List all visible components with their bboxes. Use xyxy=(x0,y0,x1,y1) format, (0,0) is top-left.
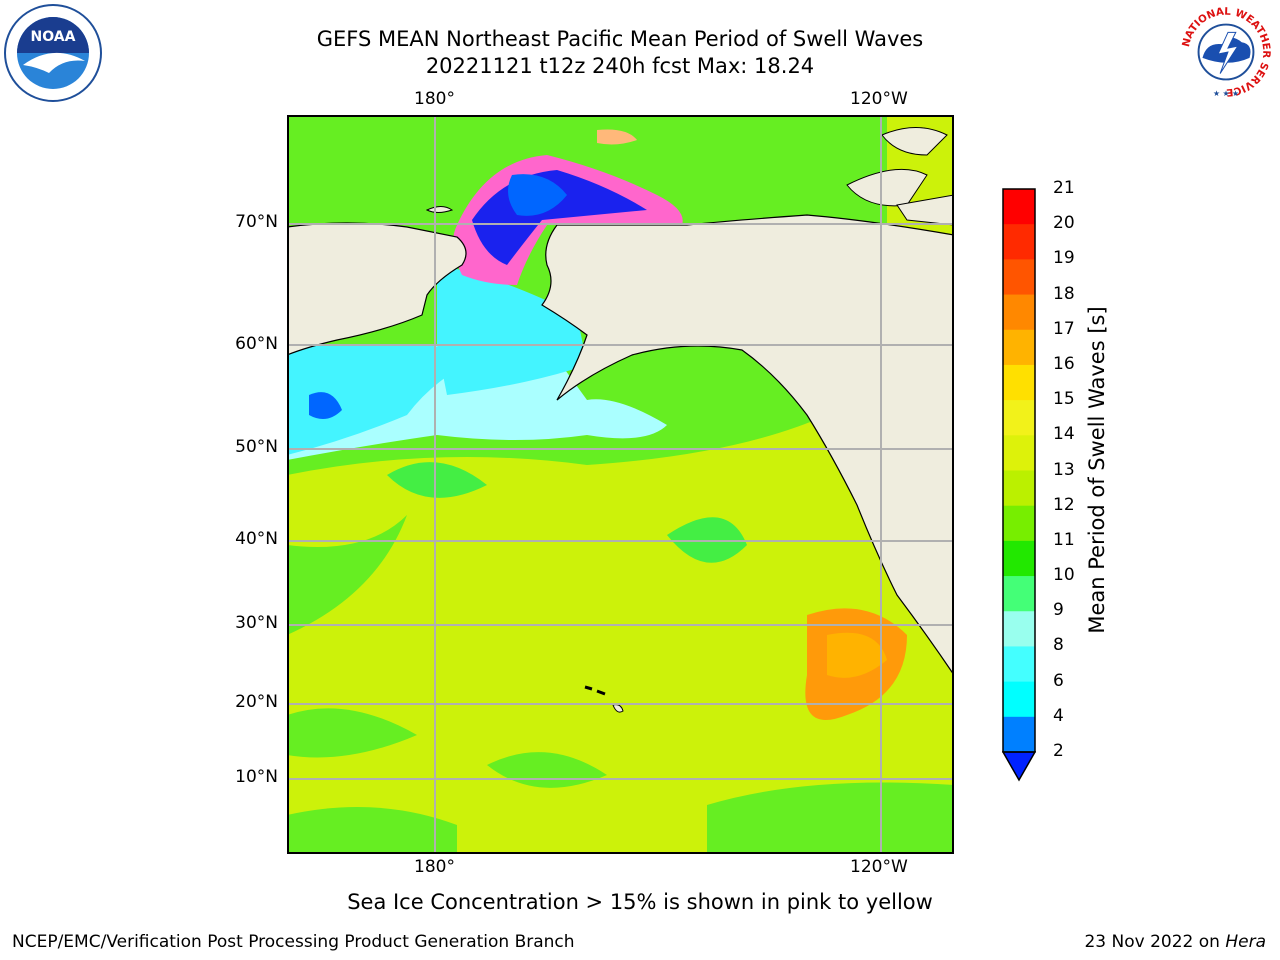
lat-tick-20n: 20°N xyxy=(235,692,278,712)
land-north-america xyxy=(541,214,954,677)
colorbar-tick-label: 4 xyxy=(1053,705,1064,726)
colorbar-segment xyxy=(1003,435,1035,471)
colorbar-tick-label: 12 xyxy=(1053,494,1075,515)
colorbar-tick-label: 16 xyxy=(1053,353,1075,374)
colorbar-segment xyxy=(1003,576,1035,612)
colorbar-segment xyxy=(1003,505,1035,542)
colorbar-segment xyxy=(1003,224,1035,260)
gridlines xyxy=(287,115,954,854)
lat-tick-40n: 40°N xyxy=(235,529,278,549)
colorbar-tick-label: 21 xyxy=(1053,178,1075,198)
colorbar-tick-label: 11 xyxy=(1053,529,1075,550)
colorbar-segment xyxy=(1003,646,1035,683)
colorbar-tick-label: 2 xyxy=(1053,741,1064,761)
nws-logo: NATIONAL WEATHER SERVICE ★ ★ ★ xyxy=(1178,4,1274,100)
colorbar-tick-label: 10 xyxy=(1053,565,1075,586)
lon-tick-bottom-180: 180° xyxy=(414,857,455,877)
colorbar-segment xyxy=(1003,716,1035,753)
map-title: GEFS MEAN Northeast Pacific Mean Period … xyxy=(316,27,924,51)
map-subtitle: 20221121 t12z 240h fcst Max: 18.24 xyxy=(425,54,815,78)
sea-ice-blue xyxy=(508,174,567,216)
noaa-logo: NOAA xyxy=(4,4,102,102)
hawaii-islands xyxy=(584,685,593,691)
lon-tick-top-180: 180° xyxy=(414,89,455,109)
colorbar-tick-label: 18 xyxy=(1053,283,1075,304)
lat-tick-10n: 10°N xyxy=(235,767,278,787)
colorbar-segment xyxy=(1003,400,1035,436)
footer-date: 23 Nov 2022 on Hera xyxy=(1084,932,1266,952)
colorbar-segment xyxy=(1003,681,1035,718)
colorbar-segment xyxy=(1003,294,1035,331)
footer-organization: NCEP/EMC/Verification Post Processing Pr… xyxy=(12,932,575,952)
colorbar xyxy=(1002,188,1036,782)
colorbar-tick-label: 14 xyxy=(1053,424,1075,445)
noaa-logo-text: NOAA xyxy=(31,29,76,45)
footer-date-text: 23 Nov 2022 on xyxy=(1084,932,1220,952)
colorbar-tick-label: 9 xyxy=(1053,600,1064,621)
colorbar-segment xyxy=(1003,611,1035,647)
colorbar-tick-label: 19 xyxy=(1053,248,1075,269)
colorbar-segment xyxy=(1003,470,1035,507)
colorbar-tick-label: 20 xyxy=(1053,213,1075,234)
colorbar-label: Mean Period of Swell Waves [s] xyxy=(1085,306,1109,634)
footer-host: Hera xyxy=(1225,932,1266,952)
colorbar-segment xyxy=(1003,540,1035,577)
lat-tick-50n: 50°N xyxy=(235,437,278,457)
colorbar-segment xyxy=(1003,364,1035,401)
colorbar-segment xyxy=(1003,259,1035,296)
colorbar-extend-triangle xyxy=(1002,751,1036,782)
colorbar-segment xyxy=(1003,329,1035,366)
lon-tick-top-120w: 120°W xyxy=(850,89,908,109)
ocean-cyan-zone xyxy=(287,345,487,455)
colorbar-segment xyxy=(1003,189,1035,225)
lat-tick-60n: 60°N xyxy=(235,334,278,354)
colorbar-border xyxy=(1002,188,1036,753)
sea-ice-note: Sea Ice Concentration > 15% is shown in … xyxy=(347,890,933,914)
colorbar-tick-label: 17 xyxy=(1053,318,1075,339)
lon-tick-bottom-120w: 120°W xyxy=(850,857,908,877)
svg-text:★ ★ ★: ★ ★ ★ xyxy=(1213,89,1239,98)
map-frame xyxy=(287,115,954,854)
map-border xyxy=(287,115,954,854)
lat-tick-70n: 70°N xyxy=(235,212,278,232)
lat-tick-30n: 30°N xyxy=(235,613,278,633)
colorbar-tick-label: 15 xyxy=(1053,389,1075,410)
colorbar-tick-label: 13 xyxy=(1053,459,1075,480)
colorbar-tick-label: 6 xyxy=(1053,670,1064,691)
colorbar-tick-label: 8 xyxy=(1053,635,1064,656)
